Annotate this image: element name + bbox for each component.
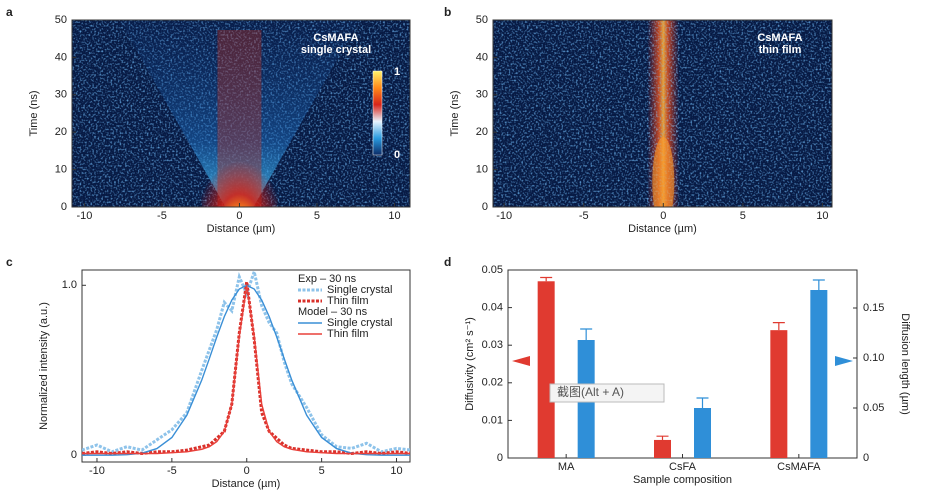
legend-label: Thin film: [327, 328, 369, 340]
y-tick-label: 0.03: [482, 339, 503, 351]
heatmap-fan: [119, 20, 360, 207]
y-tick-label: 0.04: [482, 302, 503, 314]
plot-frame: [492, 19, 833, 208]
x-tick-label: 5: [319, 465, 325, 477]
heatmap-hot: [199, 125, 280, 207]
y-axis-label: Time (ns): [28, 90, 40, 136]
bar: [770, 330, 788, 458]
annotation: CsMAFA: [757, 32, 802, 44]
line-series: [82, 285, 410, 455]
x-tick-label: 10: [388, 210, 400, 222]
tooltip-box: [549, 383, 665, 403]
error-bar: [540, 276, 553, 282]
heatmap-hot: [652, 137, 675, 207]
x-tick-label: -10: [89, 465, 105, 477]
bar: [810, 290, 828, 458]
bar: [694, 408, 711, 458]
error-bar: [580, 328, 593, 340]
panel-label: a: [6, 5, 13, 19]
y-axis-label: Diffusivity (cm² s⁻¹): [464, 317, 476, 411]
y-tick-label: 50: [55, 14, 67, 26]
x-tick-label: 10: [390, 465, 402, 477]
x-tick-label: -10: [76, 210, 92, 222]
bar: [654, 439, 671, 458]
heatmap: [72, 20, 410, 207]
y-tick-label: 10: [55, 164, 67, 176]
y-tick-label: 20: [55, 126, 67, 138]
panel-label: c: [6, 255, 13, 269]
x-tick-label: -5: [167, 465, 177, 477]
error-bar: [696, 397, 709, 408]
y2-axis-label: Diffusion length (µm): [899, 313, 911, 415]
plot-frame: [81, 269, 411, 463]
y-axis-label: Time (ns): [449, 90, 461, 136]
x-tick-label: 0: [236, 210, 242, 222]
y-tick-label: 20: [476, 126, 488, 138]
y-tick-label: 0.05: [482, 264, 503, 276]
y-tick-label: 0.10: [863, 352, 884, 364]
y-tick-label: 0.15: [863, 302, 884, 314]
line-series: [82, 270, 410, 454]
x-tick-label: CsMAFA: [777, 461, 821, 473]
y-tick-label: 40: [55, 51, 67, 63]
plot-frame: [71, 19, 411, 208]
x-tick-label: 5: [314, 210, 320, 222]
error-bar: [772, 322, 785, 331]
x-tick-label: 0: [660, 210, 666, 222]
y-axis-label: Normalized intensity (a.u.): [38, 302, 50, 430]
x-axis-label: Distance (µm): [628, 223, 697, 235]
colorbar-label: 0: [394, 149, 400, 161]
y-tick-label: 1.0: [62, 279, 77, 291]
x-axis-label: Distance (µm): [207, 223, 276, 235]
y-tick-label: 0.01: [482, 414, 503, 426]
x-axis-label: Sample composition: [633, 474, 732, 486]
y-tick-label: 0: [61, 201, 67, 213]
plot-frame: [507, 269, 858, 459]
x-axis-label: Distance (µm): [212, 478, 281, 490]
y-tick-label: 30: [476, 89, 488, 101]
colorbar: [372, 70, 383, 156]
tooltip-text: 截图(Alt + A): [557, 385, 624, 399]
axis-marker: [512, 356, 530, 366]
y-tick-label: 0: [497, 452, 503, 464]
axis-marker: [835, 356, 853, 366]
x-tick-label: -5: [579, 210, 589, 222]
y-tick-label: 0.02: [482, 377, 503, 389]
x-tick-label: CsFA: [669, 461, 697, 473]
line-series: [82, 281, 410, 456]
y-tick-label: 40: [476, 51, 488, 63]
x-tick-label: 0: [244, 465, 250, 477]
series-group: [82, 270, 410, 456]
annotation: CsMAFA: [313, 32, 358, 44]
legend-label: Single crystal: [327, 284, 392, 296]
y-tick-label: 50: [476, 14, 488, 26]
y-tick-label: 30: [55, 89, 67, 101]
panel-label: b: [444, 5, 451, 19]
annotation: thin film: [759, 44, 802, 56]
error-bar: [812, 279, 825, 290]
y-tick-label: 0: [482, 201, 488, 213]
legend-title: Model – 30 ns: [298, 306, 368, 318]
bar: [537, 281, 555, 458]
x-tick-label: 5: [740, 210, 746, 222]
x-tick-label: MA: [558, 461, 575, 473]
colorbar-label: 1: [394, 66, 400, 78]
x-tick-label: -5: [157, 210, 167, 222]
error-bar: [656, 435, 669, 440]
legend-label: Single crystal: [327, 317, 392, 329]
x-tick-label: -10: [496, 210, 512, 222]
x-tick-label: 10: [816, 210, 828, 222]
heatmap: [493, 20, 832, 207]
legend-title: Exp – 30 ns: [298, 273, 357, 285]
annotation: single crystal: [301, 44, 371, 56]
y-tick-label: 0: [71, 449, 77, 461]
y-tick-label: 0: [863, 452, 869, 464]
y-tick-label: 10: [476, 164, 488, 176]
panel-label: d: [444, 255, 451, 269]
y-tick-label: 0.05: [863, 402, 884, 414]
legend-label: Thin film: [327, 295, 369, 307]
